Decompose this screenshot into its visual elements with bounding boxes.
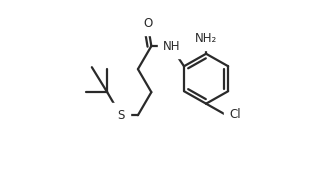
Text: S: S (117, 109, 124, 122)
Text: O: O (144, 17, 153, 30)
Text: NH: NH (163, 40, 181, 53)
Text: NH₂: NH₂ (195, 32, 217, 45)
Text: Cl: Cl (229, 108, 241, 121)
